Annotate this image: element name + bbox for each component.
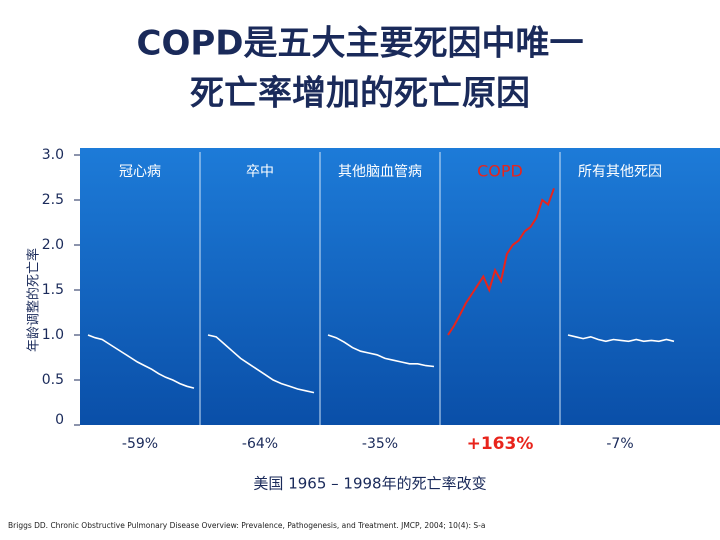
panel-label: 冠心病 — [119, 164, 161, 180]
y-tick-label: 2.0 — [42, 237, 64, 253]
series-line — [567, 334, 675, 343]
x-axis-label: 美国 1965 – 1998年的死亡率改变 — [253, 475, 486, 493]
panel-label: COPD — [477, 162, 523, 181]
change-label: -59% — [122, 436, 158, 452]
panel-label: 所有其他死因 — [578, 164, 662, 180]
series-line — [87, 334, 195, 389]
y-tick-label: 0 — [55, 412, 64, 428]
series-line — [327, 334, 435, 368]
panel-label: 其他脑血管病 — [338, 164, 422, 180]
y-tick-label: 1.0 — [42, 327, 64, 343]
chart-title: 死亡率增加的死亡原因 — [190, 74, 530, 114]
panel-label: 卒中 — [246, 164, 274, 180]
y-tick-label: 0.5 — [42, 372, 64, 388]
change-label: -7% — [606, 436, 633, 452]
change-label: -35% — [362, 436, 398, 452]
chart-title: COPD是五大主要死因中唯一 — [137, 24, 584, 64]
plot-background — [80, 148, 720, 425]
series-line — [207, 334, 315, 394]
y-axis-label: 年龄调整的死亡率 — [26, 248, 42, 352]
source-note: Briggs DD. Chronic Obstructive Pulmonary… — [8, 521, 485, 530]
change-label: -64% — [242, 436, 278, 452]
y-tick-label: 2.5 — [42, 192, 64, 208]
y-tick-label: 1.5 — [42, 282, 64, 298]
change-label: +163% — [467, 434, 534, 454]
series-line — [447, 187, 555, 336]
y-tick-label: 3.0 — [42, 147, 64, 163]
